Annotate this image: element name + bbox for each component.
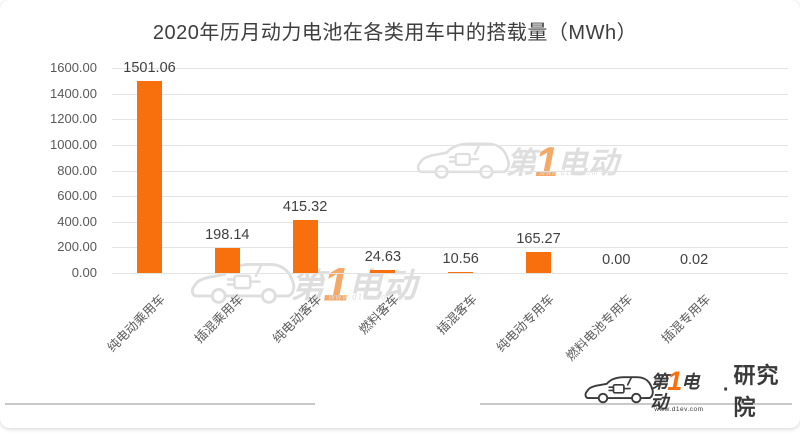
bar [137, 81, 162, 273]
watermark-brand-text: 第1电动 www.d1ev.com [291, 257, 418, 311]
y-axis-tick-label: 1400.00 [50, 85, 97, 101]
y-axis-tick-label: 1600.00 [50, 60, 97, 75]
divider-line-left [5, 403, 315, 405]
bar [370, 270, 396, 273]
bar-value-label: 415.32 [282, 199, 328, 215]
y-gridline [112, 247, 788, 249]
y-gridline [112, 68, 788, 69]
footer-brand-text: 第1电动 www.d1ev.com [650, 365, 715, 413]
bar-value-label: 10.56 [442, 251, 479, 267]
bar-value-label: 198.14 [205, 227, 250, 243]
bar [214, 248, 240, 273]
y-gridline [112, 221, 788, 223]
footer-org-name: 研究院 [733, 363, 780, 420]
watermark-number-1: 1 [323, 257, 351, 311]
x-axis-category-label: 燃料客车 [356, 291, 402, 338]
bar [292, 220, 318, 273]
x-axis-category-label: 插混客车 [434, 291, 480, 338]
bar-value-label: 1501.06 [123, 60, 176, 76]
x-axis-category-label: 纯电动专用车 [494, 291, 558, 355]
y-axis-tick-label: 0.00 [71, 265, 97, 280]
watermark-number-1: 1 [535, 137, 560, 185]
watermark-url: www.d1ev.com [328, 293, 395, 302]
footer-brand-logo: 第1电动 www.d1ev.com · 研究院 [584, 358, 800, 422]
watermark-brand-text: 第1电动 www.d1ev.com [506, 137, 619, 185]
y-axis-tick-label: 600.00 [57, 188, 97, 204]
bar [448, 272, 474, 273]
y-gridline [112, 93, 788, 95]
watermark-url: www.d1ev.com [540, 169, 599, 177]
bar-value-label: 0.02 [679, 252, 709, 268]
bar-value-label: 165.27 [516, 231, 561, 247]
y-axis-tick-label: 200.00 [57, 239, 97, 255]
y-axis-tick-label: 1200.00 [50, 111, 97, 127]
brand-watermark-bottom: 第1电动 www.d1ev.com [190, 258, 418, 310]
footer-dot-separator: · [722, 378, 730, 401]
bar [526, 252, 551, 273]
divider-line-right [480, 403, 792, 405]
x-axis-category-label: 纯电动乘用车 [105, 291, 169, 355]
ev-car-icon [584, 376, 654, 404]
footer-url: www.d1ev.com [654, 405, 704, 413]
y-gridline [112, 196, 788, 198]
x-axis-category-label: 插混乘用车 [191, 291, 247, 346]
y-axis-tick-label: 400.00 [57, 213, 97, 229]
brand-watermark-center: 第1电动 www.d1ev.com [416, 138, 619, 184]
y-gridline [112, 144, 788, 146]
bar-value-label: 24.63 [364, 249, 402, 265]
chart-title: 2020年历月动力电池在各类用车中的搭载量（MWh） [152, 22, 638, 44]
x-axis-category-label: 纯电动客车 [269, 291, 324, 346]
divider-accent-bar [346, 398, 448, 409]
y-gridline [112, 170, 788, 172]
footer-number-1: 1 [667, 365, 683, 396]
bar-value-label: 0.00 [602, 252, 631, 268]
y-axis-tick-label: 1000.00 [50, 136, 97, 152]
x-axis-category-label: 燃料电池专用车 [563, 291, 636, 364]
x-axis-category-label: 插混专用车 [658, 291, 713, 346]
y-gridline [112, 119, 788, 121]
y-axis-tick-label: 800.00 [57, 162, 97, 178]
chart-card [0, 0, 800, 428]
y-gridline [112, 273, 788, 274]
